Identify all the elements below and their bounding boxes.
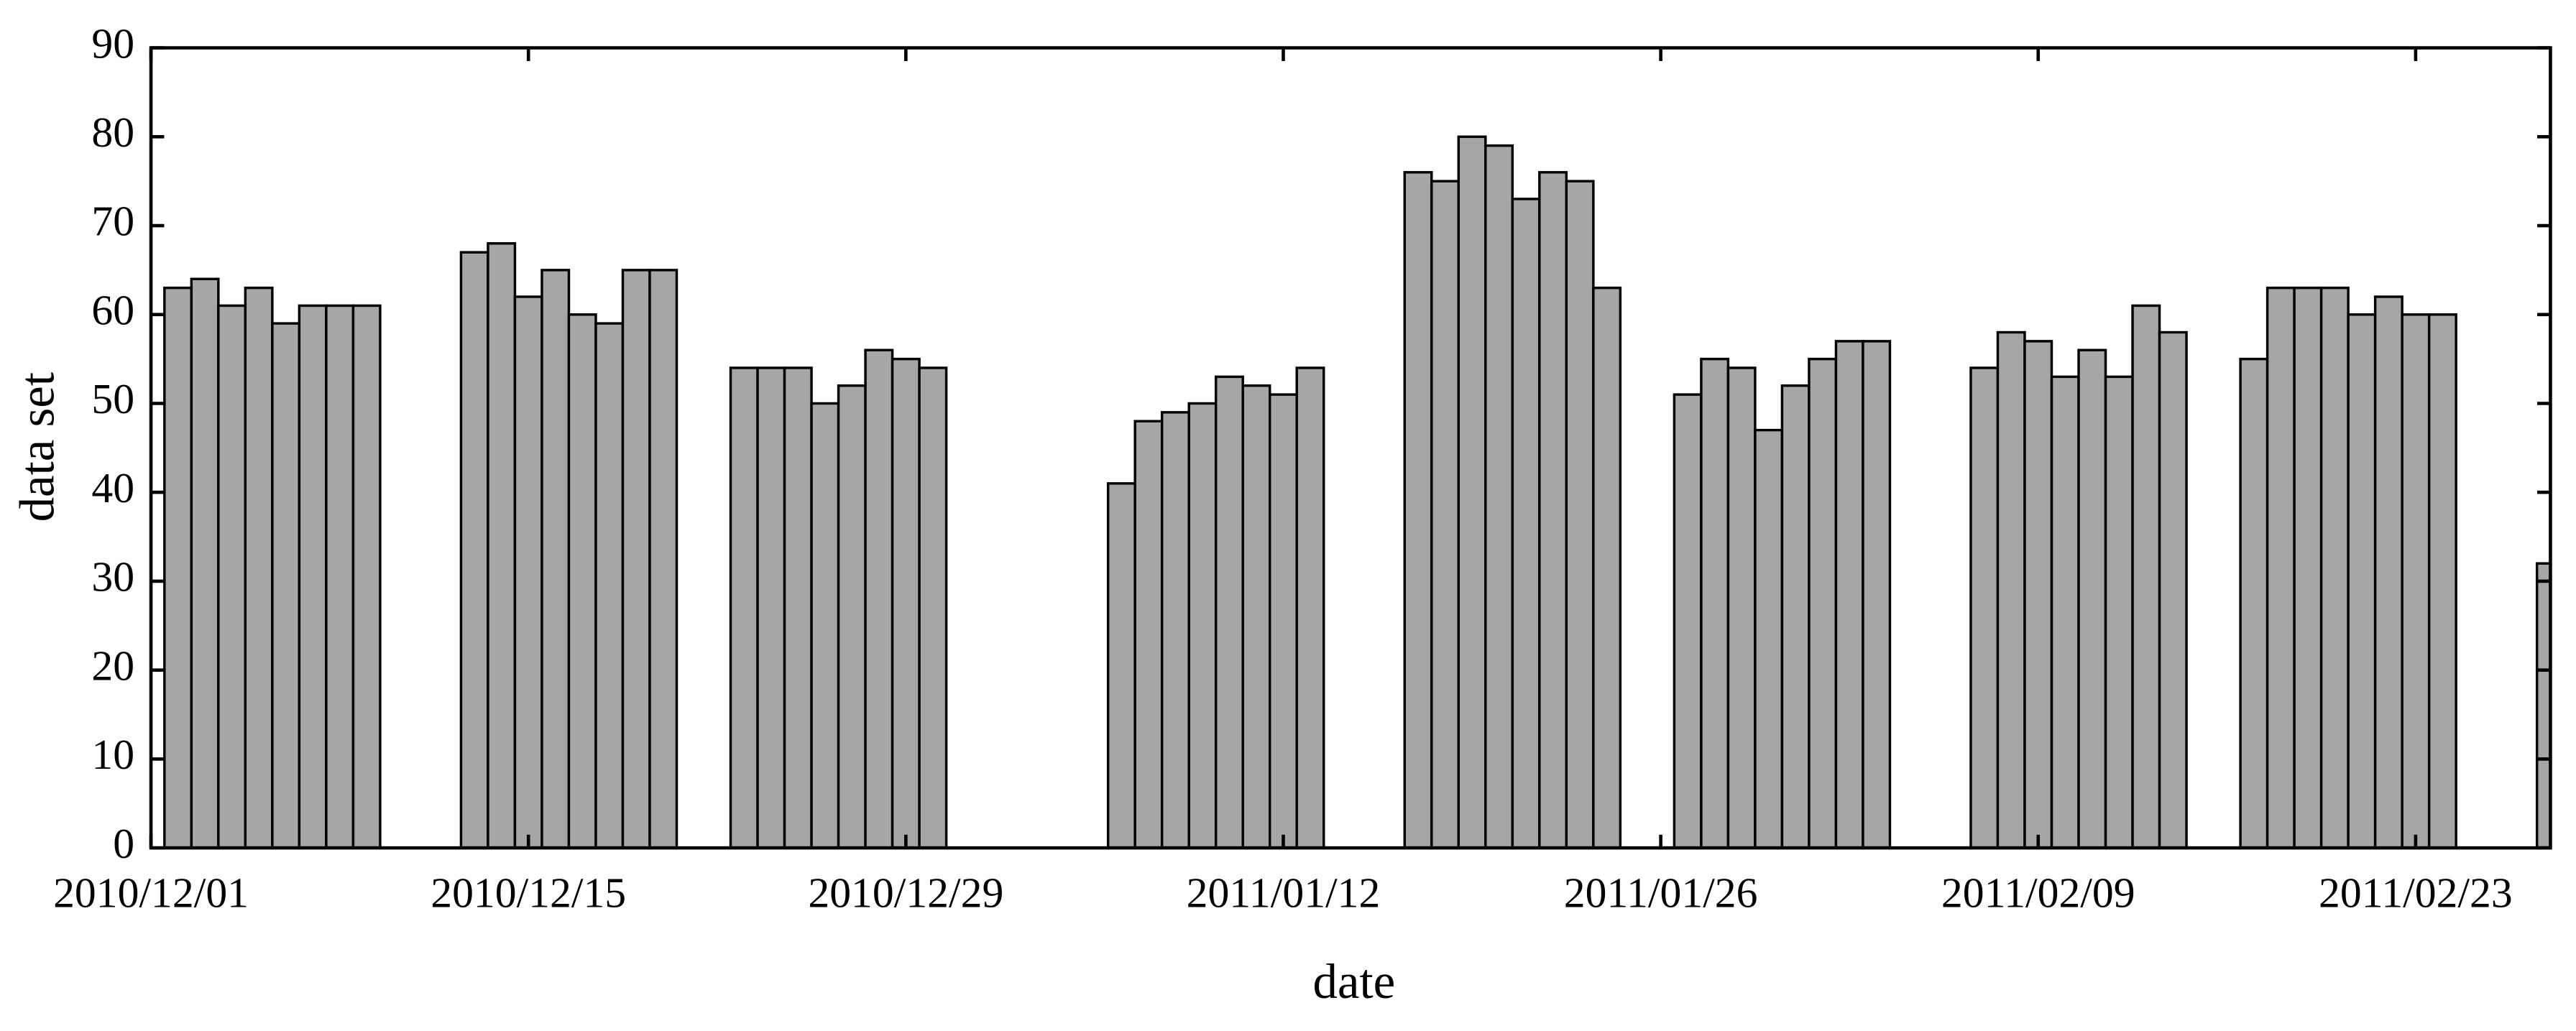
bar (2401, 313, 2431, 849)
y-tick-label: 50 (91, 375, 134, 422)
bar (487, 242, 517, 849)
bar (2239, 357, 2269, 849)
y-tick-label: 30 (91, 553, 134, 601)
bar (1241, 384, 1271, 849)
bar (190, 277, 220, 849)
bar (271, 322, 301, 849)
bar (1754, 428, 1784, 849)
x-axis-label: date (1312, 954, 1395, 1009)
x-tick-label: 2011/01/12 (1187, 869, 1381, 917)
bar (1403, 171, 1433, 849)
bar (1592, 286, 1622, 849)
bar (459, 251, 489, 849)
bar (1430, 180, 1460, 849)
x-tick-label: 2010/12/29 (808, 869, 1003, 917)
bar (217, 304, 247, 849)
bar (2077, 348, 2107, 849)
bar (163, 286, 193, 849)
bar (2158, 330, 2188, 849)
bar (2293, 286, 2323, 849)
bar (1565, 180, 1595, 849)
bar (1780, 384, 1811, 849)
bar (621, 269, 651, 849)
bar (244, 286, 274, 849)
bar (1969, 366, 2000, 849)
bar (837, 384, 867, 849)
bar (2427, 313, 2457, 849)
y-tick-label: 90 (91, 19, 134, 67)
bar (918, 366, 948, 849)
x-tick-label: 2010/12/15 (431, 869, 626, 917)
bar (783, 366, 813, 849)
bar (1673, 393, 1703, 849)
bar (1214, 375, 1244, 849)
bar (648, 269, 678, 849)
bar (729, 366, 759, 849)
bar (1538, 171, 1568, 849)
y-tick-label: 10 (91, 731, 134, 778)
bar (2104, 375, 2134, 849)
bar (810, 402, 840, 849)
bar (1457, 135, 1487, 849)
bar (351, 304, 382, 849)
bar (1187, 402, 1218, 849)
x-tick-label: 2011/01/26 (1564, 869, 1758, 917)
bar (864, 348, 894, 849)
bar (1484, 144, 1514, 849)
y-axis-label: data set (9, 372, 64, 522)
x-tick-label: 2010/12/01 (53, 869, 249, 917)
y-tick-label: 80 (91, 108, 134, 156)
bar (1511, 198, 1541, 849)
bar (1268, 393, 1298, 849)
bar (1133, 420, 1164, 849)
x-tick-label: 2011/02/23 (2319, 869, 2513, 917)
bar (2373, 295, 2404, 849)
bar (1106, 482, 1136, 849)
bar (540, 269, 571, 849)
bar (2266, 286, 2296, 849)
y-tick-label: 20 (91, 642, 134, 689)
bar (1160, 411, 1190, 849)
plot-frame (149, 46, 2552, 850)
bar (1834, 340, 1864, 849)
bar (1996, 330, 2026, 849)
bar (2347, 313, 2377, 849)
bar (1862, 340, 1892, 849)
bar (1808, 357, 1838, 849)
bars (163, 135, 2551, 849)
bar (2050, 375, 2080, 849)
bar (756, 366, 786, 849)
bar (325, 304, 355, 849)
y-tick-label: 70 (91, 198, 134, 245)
bar (513, 295, 543, 849)
y-tick-label: 60 (91, 286, 134, 333)
x-tick-label: 2011/02/09 (1941, 869, 2135, 917)
bar (891, 357, 921, 849)
bar (298, 304, 328, 849)
bar (1700, 357, 1730, 849)
bar (594, 322, 625, 849)
bar (2319, 286, 2350, 849)
bar (2023, 340, 2053, 849)
y-tick-label: 40 (91, 464, 134, 512)
y-tick-label: 0 (113, 820, 134, 867)
bar (567, 313, 597, 849)
bar (1726, 366, 1757, 849)
bar (2131, 304, 2161, 849)
bar (1295, 366, 1325, 849)
